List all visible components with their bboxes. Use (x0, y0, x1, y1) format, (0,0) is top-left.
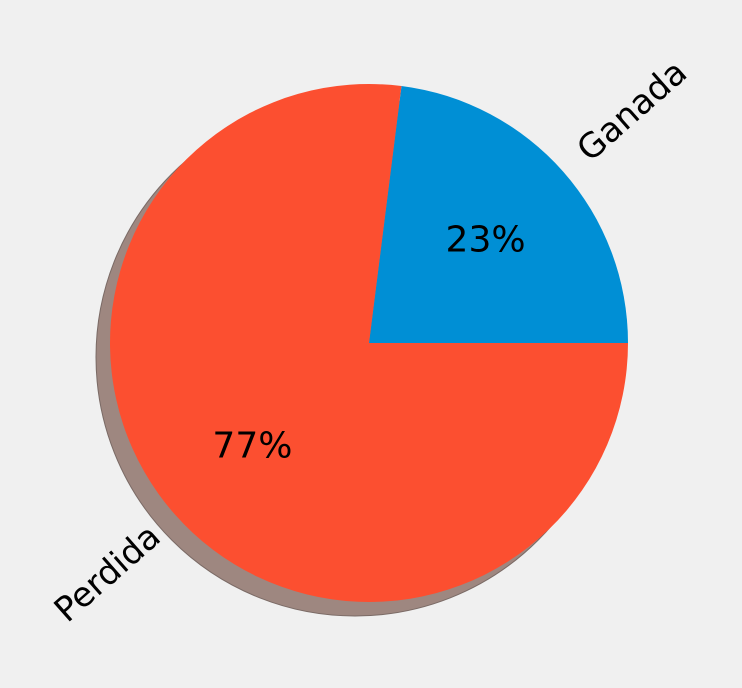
pie-slice-ganada (369, 86, 628, 343)
pie-pct-label-ganada: 23% (446, 220, 526, 261)
pie-slice-perdida (109, 83, 629, 602)
pie-category-label-perdida: Perdida (47, 516, 169, 630)
pie-pct-label-perdida: 77% (212, 425, 292, 466)
pie-category-label-ganada: Ganada (569, 52, 694, 169)
pie-slices-layer (109, 83, 629, 602)
